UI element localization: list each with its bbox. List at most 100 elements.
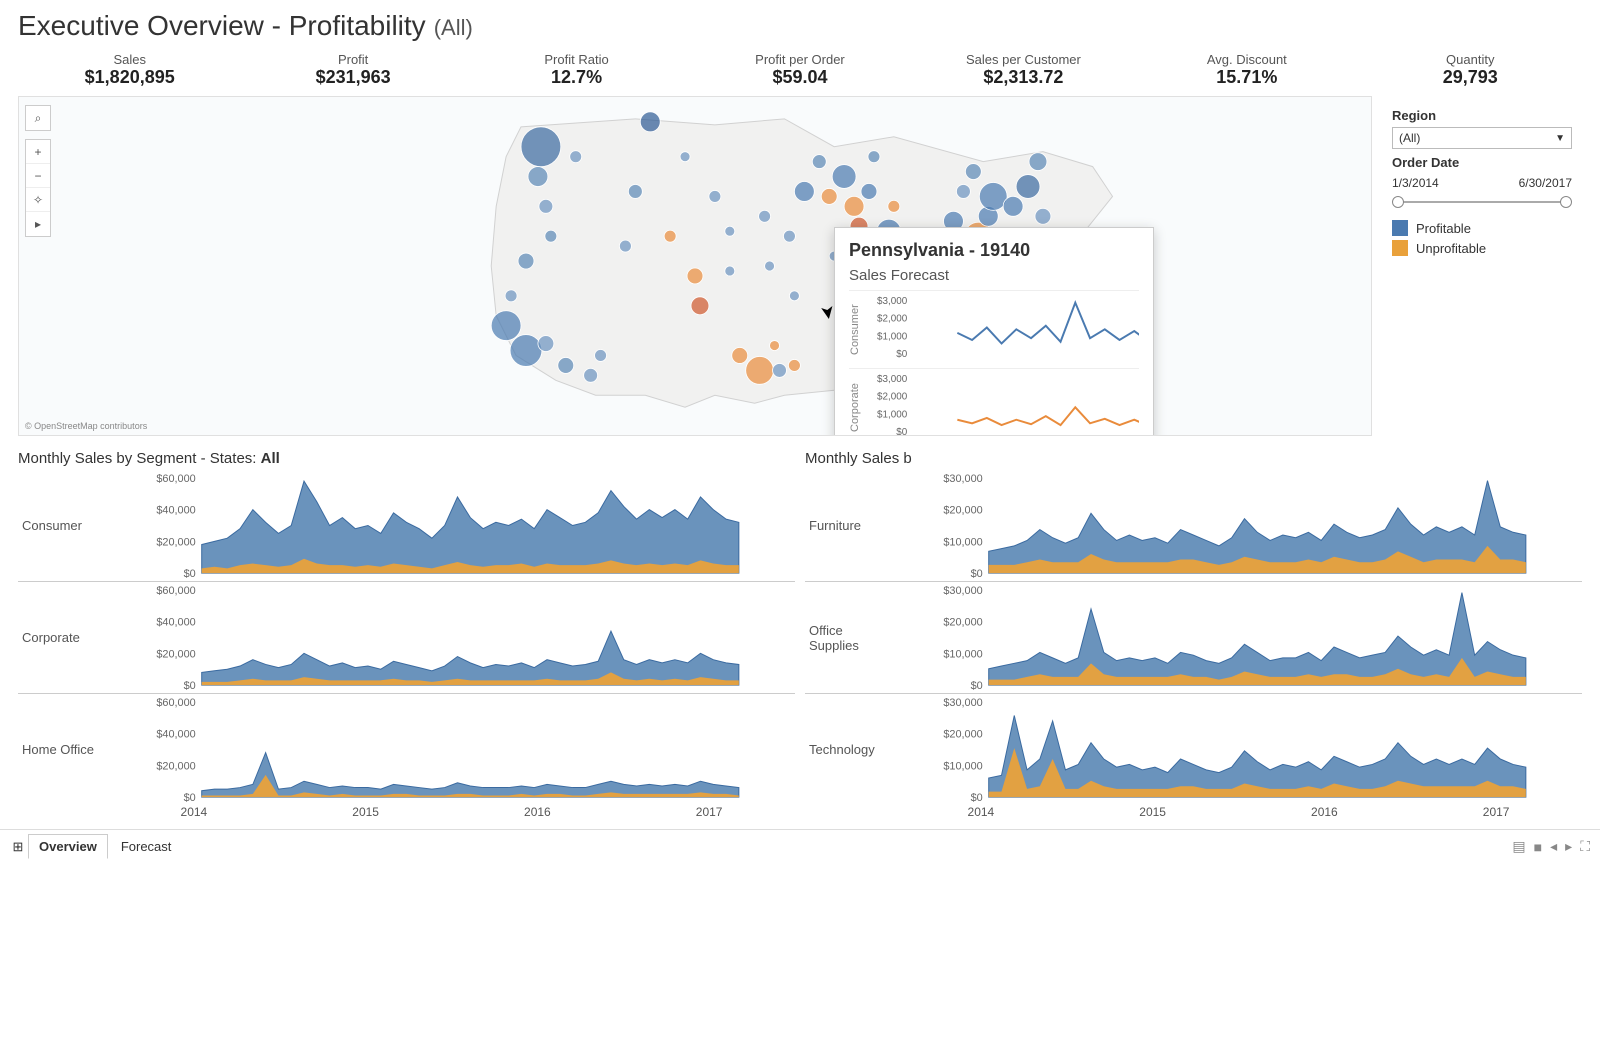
- kpi-value: $1,820,895: [18, 67, 241, 88]
- chart-row-label: Technology: [805, 694, 883, 805]
- segment-chart-title: Monthly Sales by Segment - States: All: [18, 450, 795, 467]
- date-to: 6/30/2017: [1519, 176, 1572, 190]
- tab-overview[interactable]: Overview: [28, 834, 108, 859]
- legend-item[interactable]: Unprofitable: [1392, 240, 1572, 256]
- map-bubble[interactable]: [773, 363, 787, 377]
- map-bubble[interactable]: [538, 336, 554, 352]
- svg-text:$60,000: $60,000: [156, 585, 195, 597]
- map-bubble[interactable]: [539, 199, 553, 213]
- map-bubble[interactable]: [521, 127, 561, 167]
- svg-text:$2,000: $2,000: [877, 392, 908, 403]
- map-bubble[interactable]: [1016, 175, 1040, 199]
- prev-icon[interactable]: ◂: [1550, 838, 1557, 855]
- map-bubble[interactable]: [595, 350, 607, 362]
- map-bubble[interactable]: [640, 112, 660, 132]
- kpi-label: Sales: [18, 52, 241, 67]
- svg-text:$30,000: $30,000: [943, 697, 982, 709]
- map-bubble[interactable]: [491, 311, 521, 341]
- svg-text:$20,000: $20,000: [943, 729, 982, 741]
- map-bubble[interactable]: [783, 230, 795, 242]
- map-bubble[interactable]: [861, 183, 877, 199]
- presentation-icon[interactable]: ⛶: [1580, 838, 1590, 855]
- pin-icon[interactable]: ✧: [26, 188, 50, 212]
- svg-text:$0: $0: [184, 568, 196, 580]
- svg-text:$30,000: $30,000: [943, 473, 982, 485]
- map-bubble[interactable]: [821, 188, 837, 204]
- map-bubble[interactable]: [545, 230, 557, 242]
- view-list-icon[interactable]: ▤: [1512, 838, 1525, 855]
- map-bubble[interactable]: [584, 368, 598, 382]
- tooltip-panel: Pennsylvania - 19140 Sales Forecast Cons…: [834, 227, 1154, 436]
- map-bubble[interactable]: [680, 152, 690, 162]
- map-bubble[interactable]: [725, 266, 735, 276]
- svg-text:$20,000: $20,000: [943, 505, 982, 517]
- svg-text:$1,000: $1,000: [877, 331, 908, 342]
- legend-swatch: [1392, 220, 1408, 236]
- svg-text:$40,000: $40,000: [156, 617, 195, 629]
- kpi-label: Profit Ratio: [465, 52, 688, 67]
- svg-text:$60,000: $60,000: [156, 473, 195, 485]
- map-bubble[interactable]: [844, 196, 864, 216]
- date-slider[interactable]: [1392, 194, 1572, 210]
- map-bubble[interactable]: [725, 226, 735, 236]
- map-attribution: © OpenStreetMap contributors: [25, 421, 147, 431]
- page-title-scope: (All): [434, 15, 473, 41]
- map-bubble[interactable]: [746, 356, 774, 384]
- map-bubble[interactable]: [709, 190, 721, 202]
- map-bubble[interactable]: [956, 184, 970, 198]
- map-bubble[interactable]: [812, 155, 826, 169]
- next-icon[interactable]: ▸: [1565, 838, 1572, 855]
- chart-row-label: Corporate: [18, 582, 96, 693]
- map-bubble[interactable]: [570, 151, 582, 163]
- grid-icon[interactable]: ⊞: [10, 839, 26, 855]
- map-bubble[interactable]: [510, 335, 542, 367]
- map-bubble[interactable]: [528, 167, 548, 187]
- zoom-out-button[interactable]: −: [26, 164, 50, 188]
- map-bubble[interactable]: [664, 230, 676, 242]
- svg-text:$1,000: $1,000: [877, 409, 908, 420]
- map-bubble[interactable]: [888, 200, 900, 212]
- kpi-label: Quantity: [1359, 52, 1582, 67]
- svg-text:$40,000: $40,000: [156, 729, 195, 741]
- map-bubble[interactable]: [628, 184, 642, 198]
- map-bubble[interactable]: [868, 151, 880, 163]
- search-icon[interactable]: ⌕: [26, 106, 50, 130]
- svg-text:$0: $0: [896, 427, 907, 436]
- map-bubble[interactable]: [788, 359, 800, 371]
- map-bubble[interactable]: [691, 297, 709, 315]
- svg-text:$40,000: $40,000: [156, 505, 195, 517]
- kpi-value: $2,313.72: [912, 67, 1135, 88]
- play-icon[interactable]: ▸: [26, 212, 50, 236]
- legend-swatch: [1392, 240, 1408, 256]
- map-bubble[interactable]: [789, 291, 799, 301]
- region-value: (All): [1399, 131, 1420, 145]
- map-bubble[interactable]: [687, 268, 703, 284]
- map-bubble[interactable]: [619, 240, 631, 252]
- tab-forecast[interactable]: Forecast: [110, 834, 183, 859]
- map-bubble[interactable]: [794, 182, 814, 202]
- map-bubble[interactable]: [732, 348, 748, 364]
- tooltip-row-label: Corporate: [849, 369, 861, 436]
- map-bubble[interactable]: [518, 253, 534, 269]
- map-bubble[interactable]: [1029, 153, 1047, 171]
- zoom-in-button[interactable]: +: [26, 140, 50, 164]
- legend-item[interactable]: Profitable: [1392, 220, 1572, 236]
- map-bubble[interactable]: [1035, 208, 1051, 224]
- kpi-label: Avg. Discount: [1135, 52, 1358, 67]
- svg-text:$10,000: $10,000: [943, 760, 982, 772]
- map-bubble[interactable]: [1003, 196, 1023, 216]
- map-bubble[interactable]: [832, 165, 856, 189]
- map-bubble[interactable]: [765, 261, 775, 271]
- map-panel[interactable]: ⌕ + − ✧ ▸ ➤ © OpenStreetMap contributors…: [18, 96, 1372, 436]
- tooltip-title: Pennsylvania - 19140: [849, 240, 1139, 261]
- map-bubble[interactable]: [965, 164, 981, 180]
- map-bubble[interactable]: [770, 341, 780, 351]
- map-bubble[interactable]: [558, 357, 574, 373]
- map-bubble[interactable]: [505, 290, 517, 302]
- svg-text:$10,000: $10,000: [943, 536, 982, 548]
- svg-text:$0: $0: [971, 568, 983, 580]
- map-bubble[interactable]: [759, 210, 771, 222]
- view-grid-icon[interactable]: ■: [1534, 839, 1542, 855]
- region-select[interactable]: (All) ▼: [1392, 127, 1572, 149]
- kpi-label: Sales per Customer: [912, 52, 1135, 67]
